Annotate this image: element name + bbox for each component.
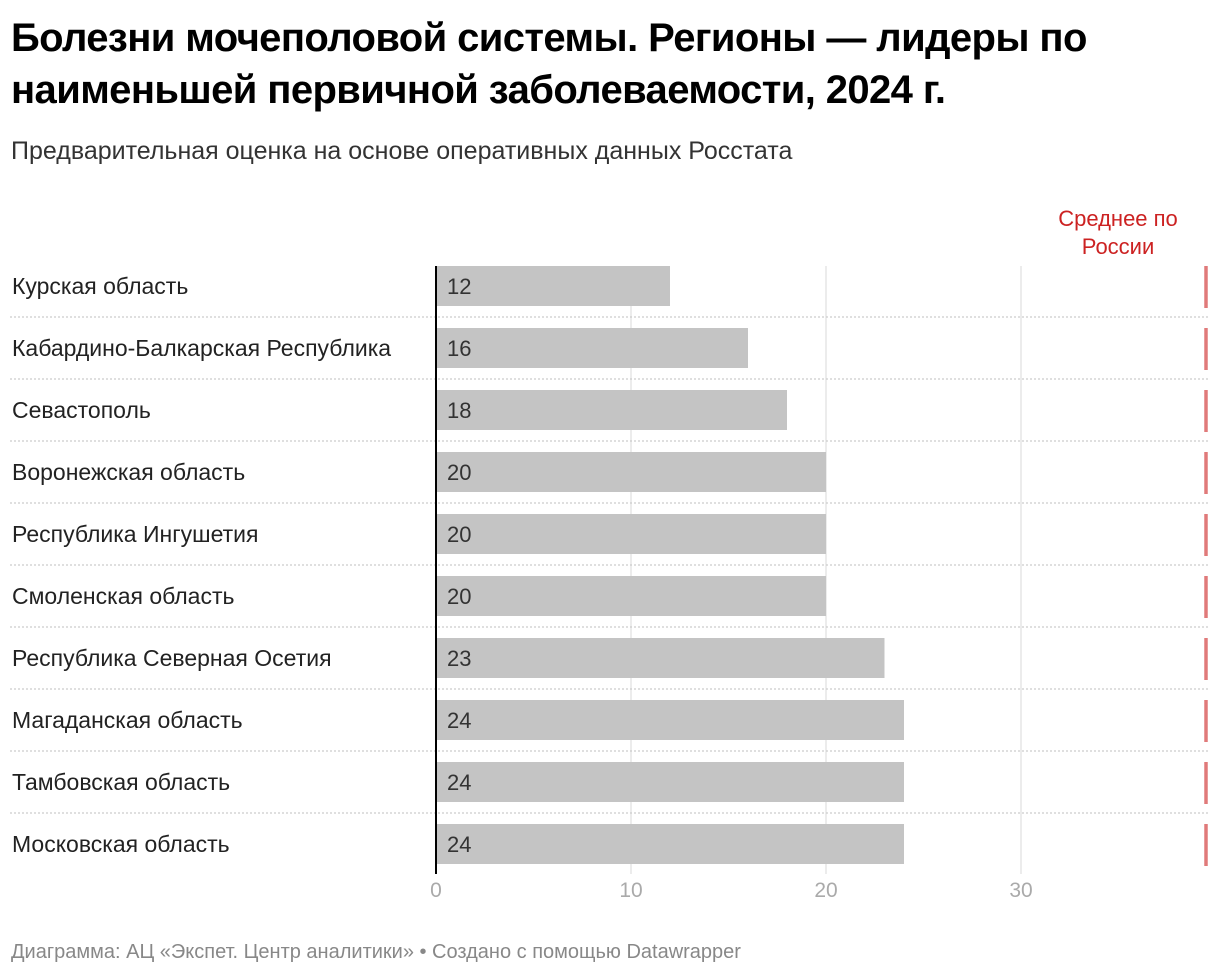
bar-value-label: 20 — [447, 460, 471, 485]
bar-value-label: 20 — [447, 522, 471, 547]
bar — [436, 762, 904, 802]
category-label: Севастополь — [12, 397, 151, 423]
chart-title: Болезни мочеполовой системы. Регионы — л… — [11, 16, 1087, 112]
bar-value-label: 24 — [447, 832, 471, 857]
category-label: Магаданская область — [12, 707, 243, 733]
bar — [436, 700, 904, 740]
bar-value-label: 24 — [447, 770, 471, 795]
x-tick-label: 0 — [430, 879, 442, 902]
reference-line-label: России — [1082, 234, 1155, 259]
chart-footer: Диаграмма: АЦ «Экспет. Центр аналитики» … — [11, 941, 741, 963]
category-label: Курская область — [12, 273, 188, 299]
bar-value-label: 24 — [447, 708, 471, 733]
bar-value-label: 20 — [447, 584, 471, 609]
category-label: Республика Северная Осетия — [12, 645, 332, 671]
category-label: Московская область — [12, 831, 230, 857]
bar-value-label: 12 — [447, 274, 471, 299]
x-tick-label: 30 — [1009, 879, 1032, 902]
bar — [436, 452, 826, 492]
reference-line-label: Среднее по — [1058, 206, 1178, 231]
category-label: Воронежская область — [12, 459, 245, 485]
bar — [436, 638, 885, 678]
x-tick-label: 10 — [619, 879, 642, 902]
chart-subtitle: Предварительная оценка на основе операти… — [11, 137, 793, 165]
bar-value-label: 16 — [447, 336, 471, 361]
category-label: Кабардино-Балкарская Республика — [12, 335, 391, 361]
category-label: Тамбовская область — [12, 769, 230, 795]
x-tick-label: 20 — [814, 879, 837, 902]
bar — [436, 514, 826, 554]
bar — [436, 576, 826, 616]
bar-value-label: 23 — [447, 646, 471, 671]
category-label: Республика Ингушетия — [12, 521, 258, 547]
category-label: Смоленская область — [12, 583, 235, 609]
bar — [436, 390, 787, 430]
bar — [436, 266, 670, 306]
bar-value-label: 18 — [447, 398, 471, 423]
bar — [436, 824, 904, 864]
bar — [436, 328, 748, 368]
